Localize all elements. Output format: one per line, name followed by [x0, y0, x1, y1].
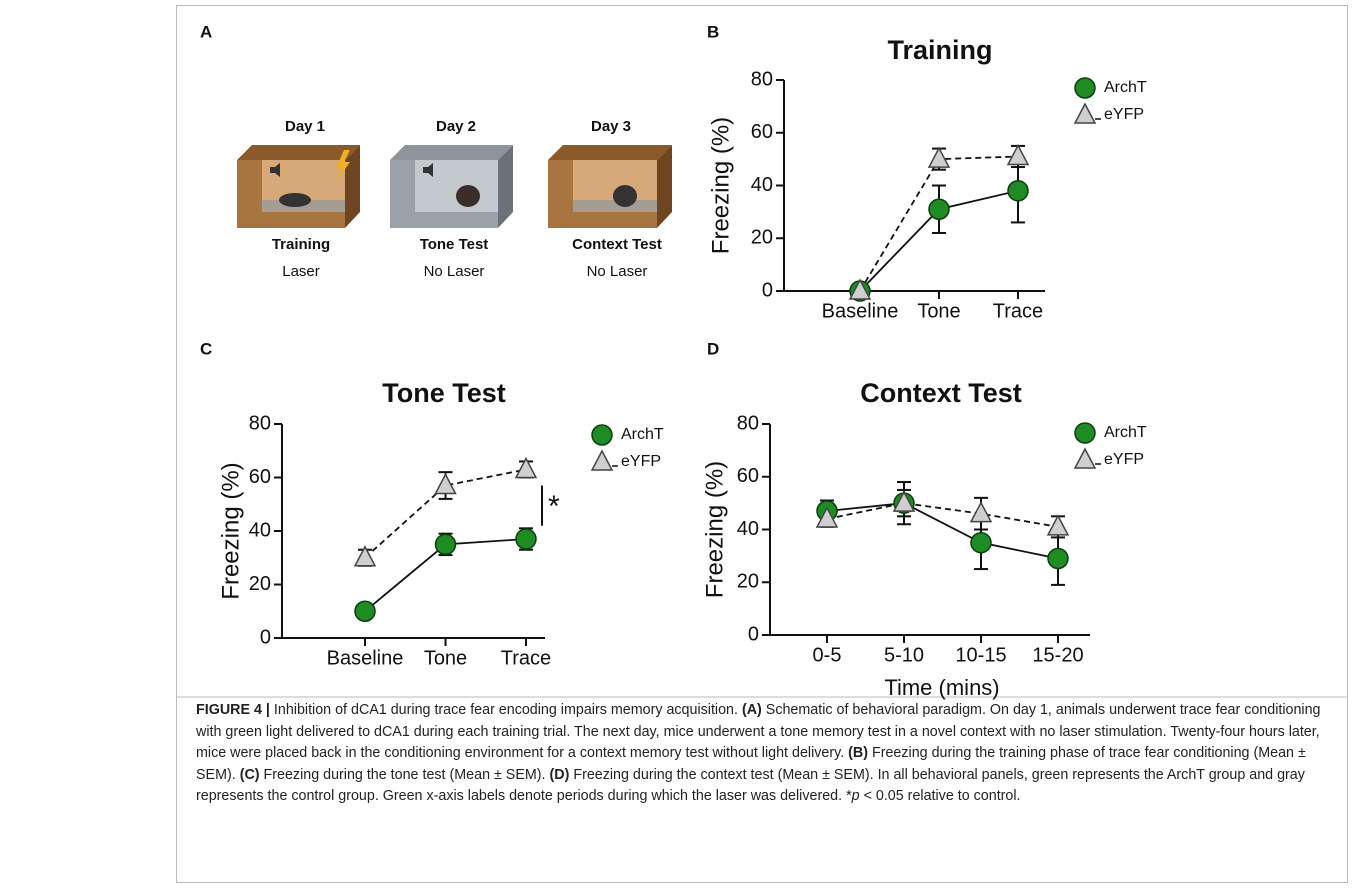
- marker: [514, 456, 538, 479]
- y-axis-label: Freezing (%): [707, 117, 734, 254]
- marker: [848, 278, 872, 300]
- context-box: [548, 145, 672, 228]
- caption: FIGURE 4 | Inhibition of dCA1 during tra…: [196, 700, 1336, 808]
- legend-label: eYFP: [1104, 451, 1144, 468]
- y-tick-label: 40: [737, 518, 759, 540]
- figure-frame: [176, 5, 1348, 883]
- x-tick-label: Baseline: [822, 300, 899, 322]
- y-tick-label: 80: [249, 412, 271, 434]
- condition-label: Laser: [282, 263, 320, 280]
- y-tick-label: 20: [737, 571, 759, 593]
- series-line: [364, 468, 527, 559]
- caption-label: FIGURE 4 |: [196, 702, 270, 718]
- marker: [927, 146, 951, 168]
- panel-label: A: [200, 22, 212, 41]
- marker: [1006, 143, 1030, 166]
- x-tick-label: Tone: [424, 647, 467, 669]
- day-label: Day 3: [591, 118, 631, 135]
- marker: [434, 472, 457, 495]
- chart-title: Tone Test: [382, 378, 506, 408]
- legend-label: eYFP: [1104, 106, 1144, 123]
- significance-mark: *: [548, 490, 560, 523]
- panel-label: D: [707, 339, 719, 358]
- marker: [969, 501, 993, 523]
- marker: [515, 528, 537, 550]
- y-tick-label: 20: [249, 573, 271, 595]
- marker: [815, 506, 839, 528]
- marker: [1074, 422, 1096, 444]
- phase-label: Training: [272, 236, 330, 253]
- caption-text: Inhibition of dCA1 during trace fear enc…: [269, 702, 742, 718]
- caption-panel: (D): [549, 766, 570, 783]
- caption-text: Freezing during the tone test (Mean ± SE…: [259, 766, 550, 783]
- y-tick-label: 80: [751, 68, 773, 90]
- phase-label: Tone Test: [420, 236, 489, 253]
- caption-text: Freezing during the training phase of tr…: [196, 745, 1306, 783]
- day-label: Day 2: [436, 118, 476, 135]
- marker: [591, 424, 613, 446]
- x-tick-label: Trace: [993, 300, 1043, 322]
- marker: [1074, 77, 1096, 99]
- panel-label: C: [200, 339, 212, 358]
- y-tick-label: 40: [751, 174, 773, 196]
- y-tick-label: 40: [249, 519, 271, 541]
- chart-title: Context Test: [860, 378, 1022, 408]
- legend-label: ArchT: [1104, 79, 1147, 96]
- caption-panel: (C): [239, 766, 260, 783]
- marker: [434, 533, 457, 556]
- marker: [590, 449, 614, 471]
- marker: [970, 531, 992, 554]
- series-line: [826, 502, 1059, 528]
- x-tick-label: 5-10: [884, 644, 924, 666]
- x-axis-label: Time (mins): [884, 675, 999, 700]
- x-tick-label: 0-5: [813, 644, 842, 666]
- panel-label: B: [707, 22, 719, 41]
- figure: A B C D D: [176, 22, 1348, 700]
- x-tick-label: 15-20: [1032, 644, 1083, 666]
- legend-label: eYFP: [621, 453, 661, 470]
- y-tick-label: 80: [737, 412, 759, 434]
- y-tick-label: 60: [737, 465, 759, 487]
- caption-italic: p: [851, 788, 860, 805]
- caption-text: < 0.05 relative to control.: [859, 788, 1021, 805]
- y-axis-label: Freezing (%): [701, 461, 728, 598]
- x-tick-label: Tone: [917, 300, 960, 322]
- caption-panel: (A): [741, 702, 762, 718]
- y-tick-label: 60: [249, 466, 271, 488]
- marker: [928, 198, 950, 220]
- condition-label: No Laser: [424, 263, 485, 280]
- marker: [1073, 447, 1097, 469]
- marker: [1007, 180, 1029, 202]
- caption-text: Freezing during the context test (Mean ±…: [196, 766, 1305, 805]
- x-tick-label: 10-15: [955, 644, 1006, 666]
- caption-text: Schematic of behavioral paradigm. On day…: [196, 702, 1321, 762]
- tone-box: [390, 145, 513, 228]
- y-axis-label: Freezing (%): [217, 462, 244, 599]
- y-tick-label: 0: [260, 626, 271, 648]
- x-tick-label: Trace: [501, 647, 551, 669]
- series-line: [826, 502, 1059, 560]
- marker: [354, 600, 376, 622]
- legend-label: ArchT: [621, 426, 664, 443]
- phase-label: Context Test: [572, 236, 662, 253]
- x-tick-label: Baseline: [327, 647, 404, 669]
- marker: [1047, 547, 1069, 570]
- y-tick-label: 20: [751, 227, 773, 249]
- marker: [1046, 514, 1070, 536]
- marker: [353, 545, 377, 567]
- chart-title: Training: [887, 35, 992, 65]
- day-label: Day 1: [285, 118, 325, 135]
- y-tick-label: 0: [748, 623, 759, 645]
- marker: [1073, 102, 1097, 124]
- legend-label: ArchT: [1104, 424, 1147, 441]
- y-tick-label: 60: [751, 121, 773, 143]
- y-tick-label: 0: [762, 279, 773, 301]
- caption-panel: (B): [848, 745, 869, 762]
- training-box: [237, 145, 360, 228]
- marker: [892, 490, 916, 512]
- condition-label: No Laser: [587, 263, 648, 280]
